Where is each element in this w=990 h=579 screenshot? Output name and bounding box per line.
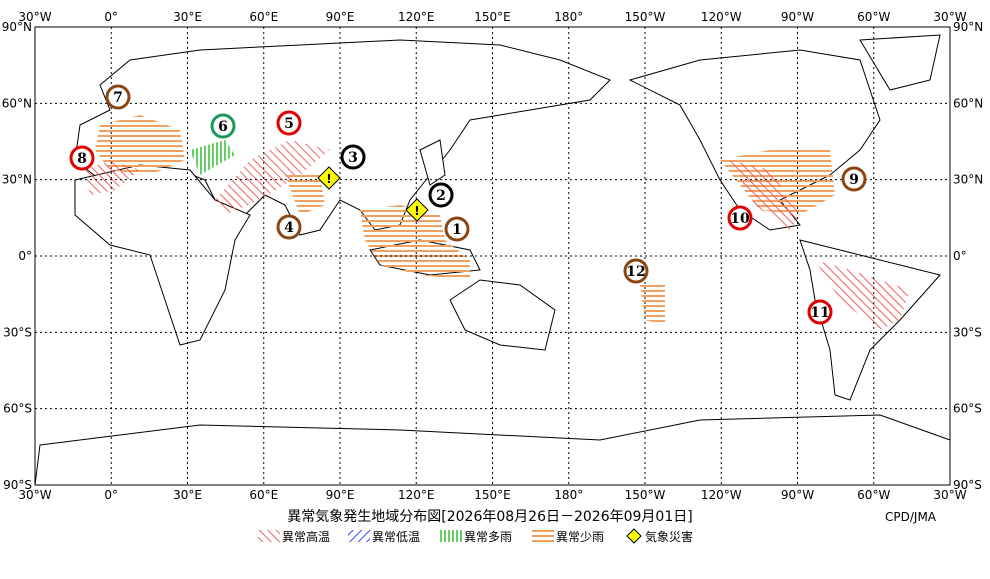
lon-label: 90°W (781, 488, 814, 502)
disaster-mark: ! (414, 204, 419, 218)
lat-label: 60°N (2, 96, 32, 110)
region-number: 9 (849, 172, 859, 188)
lon-label: 60°E (249, 10, 278, 24)
lon-label: 30°E (173, 488, 202, 502)
legend-label: 異常高温 (282, 529, 330, 544)
region-number: 8 (77, 151, 87, 167)
lon-label: 90°E (326, 488, 355, 502)
disaster-icon (405, 198, 429, 222)
region-number: 12 (626, 264, 645, 280)
region-number: 5 (284, 116, 294, 132)
lon-label: 120°E (398, 488, 435, 502)
lat-label: 60°N (953, 96, 983, 110)
lat-label: 90°S (3, 478, 32, 492)
lat-label: 30°S (953, 325, 982, 339)
legend-label: 異常少雨 (556, 530, 604, 544)
region-number: 10 (730, 211, 750, 227)
region-number: 2 (436, 188, 446, 204)
region-number: 4 (284, 220, 294, 236)
map-title: 異常気象発生地域分布図[2026年08月26日－2026年09月01日] (287, 509, 692, 525)
region-marker (727, 205, 753, 231)
region-number: 11 (810, 305, 829, 321)
region-number: 1 (452, 222, 462, 238)
lat-label: 90°N (953, 20, 983, 34)
region-marker (428, 182, 454, 208)
lon-label: 150°E (474, 10, 511, 24)
lon-label: 0° (104, 488, 118, 502)
legend-label: 気象災害 (645, 529, 693, 544)
lat-label: 30°N (2, 173, 32, 187)
region-marker (807, 299, 833, 325)
lon-label: 30°W (933, 10, 966, 24)
lat-label: 30°S (3, 325, 32, 339)
credit: CPD/JMA (885, 510, 937, 524)
lon-label: 150°W (625, 10, 666, 24)
lat-label: 0° (18, 249, 32, 263)
lon-label: 90°E (326, 10, 355, 24)
region-marker (276, 214, 302, 240)
lon-label: 150°E (474, 488, 511, 502)
lon-label: 180° (554, 10, 583, 24)
lat-label: 90°N (2, 20, 32, 34)
region-marker (444, 216, 470, 242)
lon-label: 120°W (701, 488, 742, 502)
legend-label: 異常低温 (372, 530, 420, 544)
region-marker (623, 258, 649, 284)
lon-label: 60°W (857, 488, 890, 502)
lon-label: 120°W (701, 10, 742, 24)
lat-label: 60°S (3, 402, 32, 416)
legend-label: 異常多雨 (464, 530, 512, 544)
lon-label: 60°E (249, 488, 278, 502)
region-marker (210, 113, 236, 139)
region-marker (340, 144, 366, 170)
lon-label: 150°W (625, 488, 666, 502)
lon-label: 180° (554, 488, 583, 502)
disaster-icon (317, 166, 341, 190)
lon-label: 30°W (18, 10, 51, 24)
lon-label: 0° (104, 10, 118, 24)
lat-label: 60°S (953, 402, 982, 416)
lon-label: 30°W (18, 488, 51, 502)
region-number: 3 (348, 150, 358, 166)
anomaly-areas (85, 115, 910, 330)
lon-label: 30°W (933, 488, 966, 502)
lon-label: 120°E (398, 10, 435, 24)
lat-label: 90°S (953, 478, 982, 492)
region-marker (105, 84, 131, 110)
disaster-mark: ! (326, 172, 331, 186)
region-marker (276, 110, 302, 136)
region-marker (841, 166, 867, 192)
lon-label: 60°W (857, 10, 890, 24)
lon-label: 30°E (173, 10, 202, 24)
legend: 異常高温 異常低温 異常多雨 異常少雨 気象災害 (258, 528, 693, 544)
region-marker (69, 145, 95, 171)
region-number: 6 (218, 119, 228, 135)
region-number: 7 (113, 90, 123, 106)
lat-label: 0° (953, 249, 967, 263)
lat-label: 30°N (953, 173, 983, 187)
lon-label: 90°W (781, 10, 814, 24)
